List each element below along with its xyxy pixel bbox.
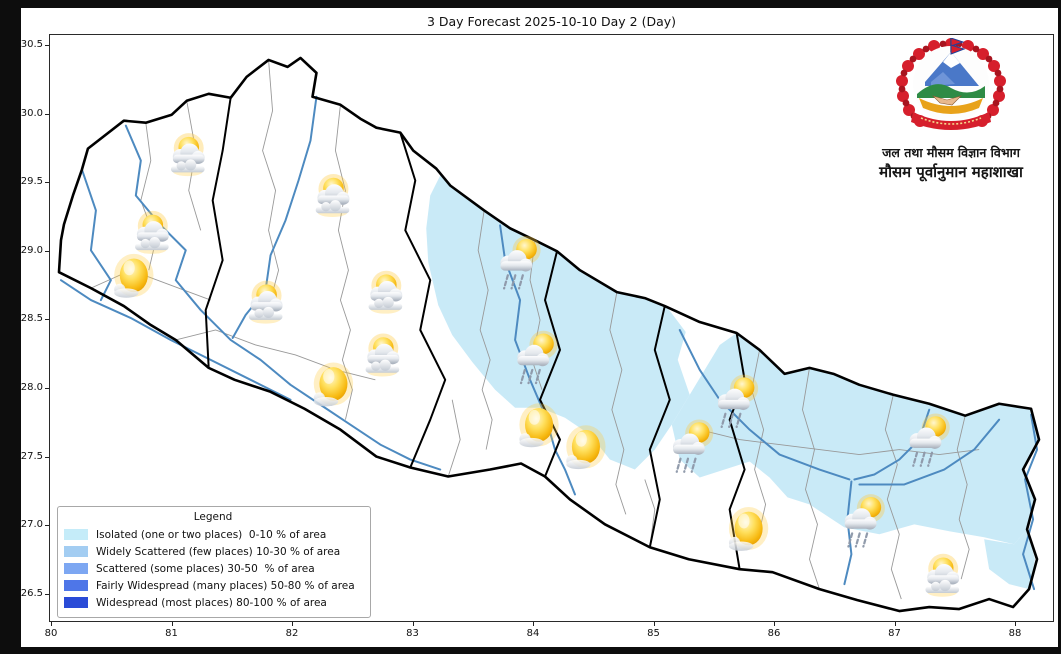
x-tick-mark	[171, 622, 173, 626]
x-tick-label: 84	[526, 628, 540, 639]
legend-swatch-2	[64, 563, 88, 574]
legend-rows: Isolated (one or two places) 0-10 % of a…	[64, 526, 362, 611]
y-tick-label: 27.0	[20, 519, 43, 531]
x-tick-mark	[51, 622, 52, 626]
hills-icon	[917, 84, 985, 98]
x-tick-label: 88	[1008, 628, 1022, 639]
wheat-icon	[919, 98, 983, 114]
legend-item: Widespread (most places) 80-100 % of are…	[64, 594, 362, 611]
legend-swatch-0	[64, 529, 88, 540]
logo-division-name: मौसम पूर्वानुमान महाशाखा	[879, 163, 1023, 181]
nepal-country-outline	[57, 56, 1041, 613]
legend-item: Scattered (some places) 30-50 % of area	[64, 560, 362, 577]
y-tick-mark	[45, 45, 49, 46]
shaded-isolated-regions	[426, 175, 1040, 590]
x-tick-label: 80	[44, 628, 58, 639]
y-tick-label: 30.5	[20, 39, 43, 50]
legend-item: Isolated (one or two places) 0-10 % of a…	[64, 526, 362, 543]
legend-swatch-3	[64, 580, 88, 591]
x-tick-mark	[1015, 622, 1016, 626]
legend-label: Isolated (one or two places) 0-10 % of a…	[96, 528, 327, 541]
x-tick-mark	[412, 622, 414, 626]
x-tick-label: 83	[406, 628, 419, 639]
ribbon-icon	[911, 112, 991, 130]
y-tick-mark	[45, 456, 49, 458]
rivers	[59, 95, 1039, 591]
y-tick-label: 29.5	[20, 176, 43, 188]
y-tick-mark	[45, 250, 49, 252]
legend-swatch-1	[64, 546, 88, 557]
x-tick-mark	[653, 622, 655, 626]
y-tick-mark	[45, 593, 49, 595]
legend-label: Fairly Widespread (many places) 50-80 % …	[96, 579, 355, 592]
logo-org-name: जल तथा मौसम विज्ञान विभाग	[882, 145, 1020, 160]
legend-swatch-4	[64, 597, 88, 608]
handshake-icon	[931, 95, 963, 106]
dhm-emblem-icon	[896, 38, 1006, 130]
y-tick-label: 27.5	[20, 450, 43, 462]
x-tick-mark	[533, 622, 534, 626]
y-tick-label: 29.0	[20, 244, 43, 256]
legend-label: Scattered (some places) 30-50 % of area	[96, 562, 315, 575]
y-tick-mark	[45, 113, 49, 115]
x-tick-label: 85	[647, 628, 660, 639]
dhm-logo: जल तथा मौसम विज्ञान विभाग मौसम पूर्वानुम…	[867, 38, 1035, 182]
y-tick-mark	[45, 182, 49, 184]
y-tick-label: 28.0	[20, 382, 43, 394]
x-tick-label: 86	[767, 628, 781, 639]
figure-panel: 3 Day Forecast 2025-10-10 Day 2 (Day) 30…	[21, 8, 1058, 647]
legend-label: Widespread (most places) 80-100 % of are…	[96, 596, 327, 609]
y-tick-label: 28.5	[20, 313, 43, 325]
x-tick-label: 87	[888, 628, 901, 639]
legend-title: Legend	[193, 511, 233, 523]
y-tick-mark	[45, 319, 49, 321]
x-tick-label: 81	[165, 628, 178, 639]
nepal-flag-icon	[950, 38, 966, 55]
legend: Legend Isolated (one or two places) 0-10…	[57, 506, 371, 618]
y-tick-label: 26.5	[20, 587, 43, 599]
x-tick-mark	[774, 622, 775, 626]
y-tick-mark	[45, 388, 49, 390]
legend-item: Widely Scattered (few places) 10-30 % of…	[64, 543, 362, 560]
x-tick-label: 82	[285, 628, 299, 639]
legend-item: Fairly Widespread (many places) 50-80 % …	[64, 577, 362, 594]
legend-label: Widely Scattered (few places) 10-30 % of…	[96, 545, 341, 558]
province-boundaries	[204, 97, 746, 570]
nepal-forecast-map[interactable]	[50, 35, 1053, 621]
page-title: 3 Day Forecast 2025-10-10 Day 2 (Day)	[426, 14, 677, 29]
mountain-icon	[925, 52, 979, 86]
x-tick-mark	[894, 622, 896, 626]
x-tick-mark	[292, 622, 293, 626]
y-tick-label: 30.0	[20, 107, 43, 119]
y-tick-mark	[45, 525, 49, 527]
